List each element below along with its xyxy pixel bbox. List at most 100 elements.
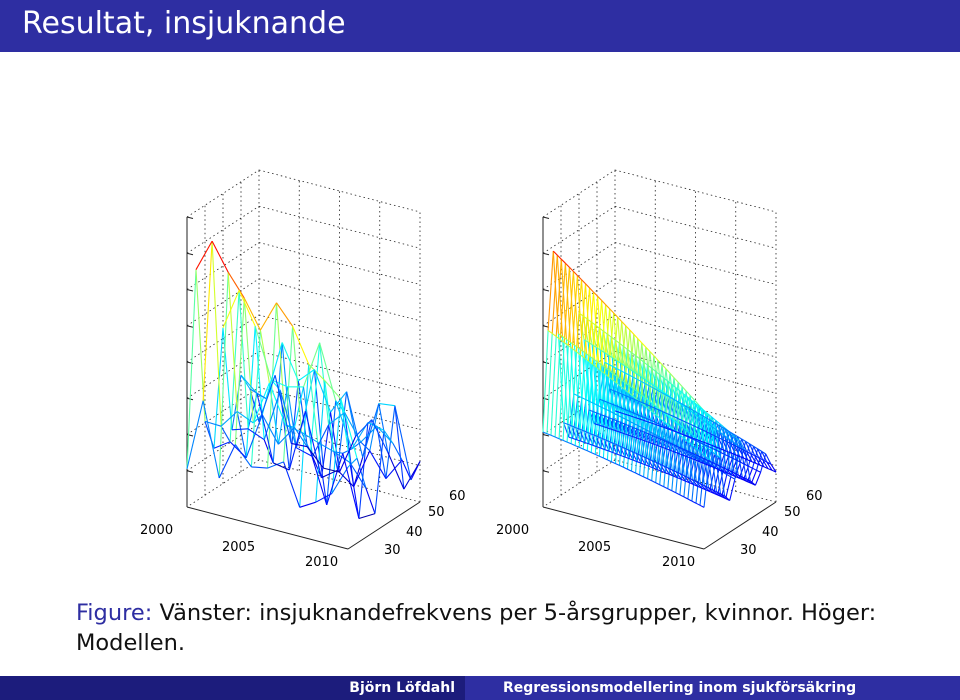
right-mesh-year-line xyxy=(654,433,659,437)
right-mesh-year-line xyxy=(722,470,728,474)
right-mesh-year-line xyxy=(667,488,673,492)
right-mesh-year-line xyxy=(721,466,727,470)
right-surface-plot: 2000 2005 2010 30 40 50 60 xyxy=(496,169,823,570)
right-mesh-age-line xyxy=(562,345,569,441)
right-mesh-age-line xyxy=(695,452,702,504)
right-mesh-year-line xyxy=(629,425,634,429)
right-mesh-age-line xyxy=(626,383,633,452)
right-mesh-year-line xyxy=(612,366,618,370)
left-grid-back-h xyxy=(258,205,421,249)
right-grid-left-h xyxy=(542,278,616,327)
right-mesh-age-line xyxy=(624,329,631,390)
right-mesh-year-line xyxy=(633,423,639,427)
left-mesh-year-line xyxy=(310,451,328,506)
right-mesh-year-line xyxy=(595,346,601,351)
right-mesh-year-line xyxy=(651,460,657,463)
right-mesh-year-line xyxy=(623,466,628,470)
right-mesh-year-line xyxy=(678,424,684,429)
right-mesh-year-line xyxy=(689,395,695,401)
left-mesh-year-line xyxy=(254,325,272,380)
right-mesh-year-line xyxy=(546,433,552,436)
right-mesh-year-line xyxy=(627,410,633,413)
right-mesh-year-line xyxy=(666,448,672,452)
right-mesh-year-line xyxy=(696,415,702,419)
left-mesh-year-line xyxy=(213,441,231,449)
right-mesh-year-line xyxy=(715,420,721,425)
right-mesh-year-line xyxy=(643,476,648,480)
right-mesh-year-line xyxy=(558,438,564,441)
right-mesh-year-line xyxy=(749,443,754,447)
left-mesh-age-line xyxy=(365,488,376,514)
left-mesh-year-line xyxy=(385,459,403,479)
right-mesh-age-line xyxy=(643,409,650,477)
right-mesh-year-line xyxy=(675,386,680,392)
right-mesh-age-line xyxy=(634,390,641,456)
right-mesh-age-line xyxy=(684,395,691,440)
right-mesh-year-line xyxy=(630,435,635,438)
left-mesh-year-line xyxy=(236,411,254,424)
right-mesh-age-line xyxy=(645,368,653,430)
right-mesh-year-line xyxy=(608,354,613,359)
right-mesh-year-line xyxy=(696,449,702,454)
right-mesh-year-line xyxy=(677,381,683,387)
left-grid-left-h xyxy=(186,242,260,290)
right-grid-top-left xyxy=(542,169,616,218)
right-mesh-year-line xyxy=(720,432,726,437)
left-mesh-year-line xyxy=(220,411,238,427)
left-mesh-year-line xyxy=(403,461,421,490)
right-mesh-year-line xyxy=(684,405,690,409)
right-mesh-age-line xyxy=(558,342,565,439)
right-mesh-year-line xyxy=(622,432,627,436)
right-mesh-year-line xyxy=(599,349,605,353)
right-mesh-year-line xyxy=(614,429,619,433)
right-mesh-age-line xyxy=(583,287,591,358)
right-mesh-year-line xyxy=(747,459,753,463)
right-mesh-year-line xyxy=(585,399,591,403)
right-mesh-age-line xyxy=(747,446,755,467)
right-mesh-year-line xyxy=(602,425,607,429)
right-year-tick-2000: 2000 xyxy=(496,523,529,538)
right-mesh-year-line xyxy=(689,482,694,486)
right-mesh-year-line xyxy=(719,447,724,451)
right-mesh-year-line xyxy=(625,419,631,423)
right-mesh-year-line xyxy=(609,308,615,314)
right-mesh-year-line xyxy=(704,420,710,425)
right-mesh-age-line xyxy=(582,360,589,450)
right-mesh-year-line xyxy=(613,412,619,416)
right-mesh-year-line xyxy=(591,433,596,437)
right-mesh-year-line xyxy=(683,496,689,500)
left-mesh-year-line xyxy=(218,444,236,479)
left-mesh-year-line xyxy=(256,393,274,464)
right-mesh-year-line xyxy=(674,451,680,455)
right-mesh-year-line xyxy=(662,438,667,442)
right-mesh-year-line xyxy=(720,493,725,497)
right-grid-left-h xyxy=(542,350,616,399)
right-grid-back-h xyxy=(614,350,777,394)
right-mesh-year-line xyxy=(680,403,686,408)
right-mesh-year-line xyxy=(666,440,671,444)
right-mesh-year-line xyxy=(686,421,691,425)
right-mesh-year-line xyxy=(604,352,609,356)
right-mesh-year-line xyxy=(706,431,711,435)
right-mesh-year-line xyxy=(743,457,749,461)
left-mesh-age-line xyxy=(277,386,288,445)
right-mesh-year-line xyxy=(698,457,703,462)
left-mesh-year-line xyxy=(308,363,326,381)
right-mesh-age-line xyxy=(739,440,746,452)
right-mesh-year-line xyxy=(611,403,616,407)
right-mesh-year-line xyxy=(707,413,713,418)
right-mesh-year-line xyxy=(637,338,643,344)
left-grid-back-h xyxy=(258,278,421,322)
right-grid-left-h xyxy=(542,387,616,435)
right-mesh-year-line xyxy=(601,407,607,410)
right-mesh-year-line xyxy=(730,443,735,447)
right-mesh-year-line xyxy=(577,395,583,399)
right-mesh-year-line xyxy=(650,431,655,435)
left-mesh-age-line xyxy=(401,459,412,481)
right-mesh-year-line xyxy=(608,363,614,367)
right-mesh-age-line xyxy=(547,251,554,331)
right-mesh-year-line xyxy=(642,427,647,431)
right-mesh-year-line xyxy=(619,445,625,449)
right-mesh-year-line xyxy=(574,344,579,349)
left-mesh-year-line xyxy=(323,467,340,473)
